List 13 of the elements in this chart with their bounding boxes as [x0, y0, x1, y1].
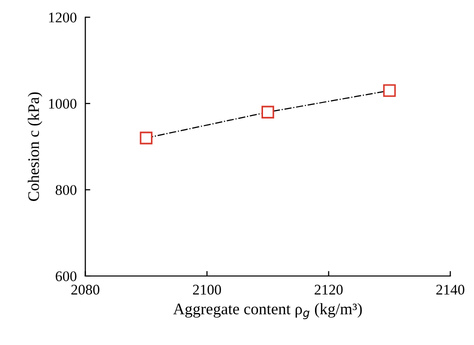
- x-tick-label: 2100: [193, 284, 222, 295]
- x-tick-label: 2140: [436, 284, 464, 295]
- point: [261, 106, 274, 118]
- x-tick-label: 2080: [71, 284, 100, 295]
- y-axis-title: Cohesion c (kPa): [28, 92, 42, 201]
- y-tick-label: 1000: [49, 98, 76, 109]
- y-tick-label: 1200: [49, 12, 76, 22]
- x-tick-label: 2120: [314, 284, 343, 295]
- x-axis-title: Aggregate content ρ$_{g}$ (kg/m³): [173, 303, 362, 320]
- point: [140, 132, 152, 144]
- y-tick-label: 600: [56, 271, 76, 282]
- y-tick-label: 800: [56, 185, 76, 195]
- point: [383, 84, 396, 97]
